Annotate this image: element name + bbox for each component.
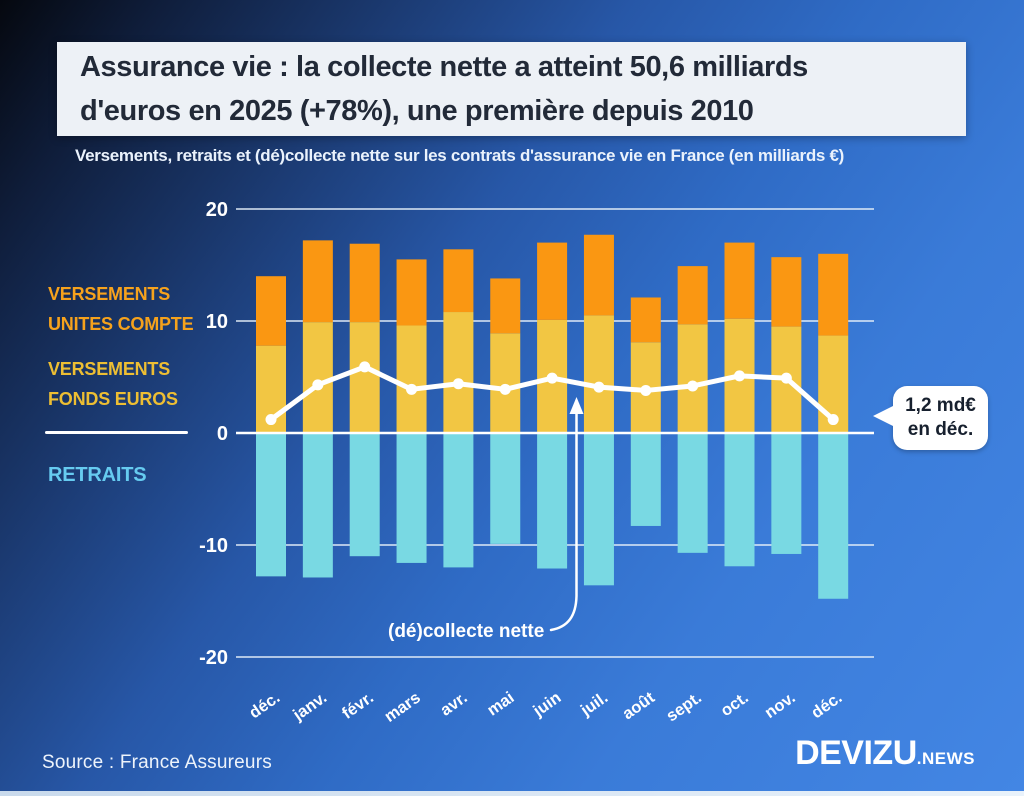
x-axis-label: mars [381,689,424,726]
x-axis-label: août [619,688,658,723]
nette-point [734,370,745,382]
bar-segment-fonds-euros [490,333,521,433]
nette-point [640,384,652,396]
nette-annotation-curve [549,411,578,632]
x-axis-label: déc. [808,689,845,723]
x-axis-label: déc. [246,689,283,723]
brand-suffix: .NEWS [916,749,975,768]
bar-segment-retraits [349,434,380,557]
nette-point [827,414,839,426]
x-axis-label: avr. [437,689,471,720]
bar-segment-retraits [537,434,568,569]
brand-name: DEVIZU [795,734,917,772]
nette-annotation-arrowhead [569,397,584,414]
bar-segment-fonds-euros [302,322,333,433]
nette-point [687,380,699,392]
callout-tail [873,405,895,427]
bar-segment-retraits [302,434,333,578]
bar-segment-unites-compte [443,249,474,313]
bar-segment-unites-compte [771,257,802,327]
legend-divider [45,431,188,434]
bar-segment-fonds-euros [349,322,380,433]
bar-segment-unites-compte [677,266,708,325]
y-tick-label: 10 [206,311,228,333]
nette-point [265,414,277,426]
y-tick-label: -20 [199,647,228,669]
callout-value: 1,2 md€ [905,395,976,416]
bar-segment-unites-compte [396,259,427,326]
x-axis-label: juil. [577,689,611,721]
bar-segment-retraits [256,434,286,577]
bar-segment-retraits [396,434,427,563]
x-axis-label: janv. [289,689,330,725]
bar-segment-retraits [724,434,755,567]
bar-segment-retraits [818,434,849,599]
callout-bubble: 1,2 md€ en déc. [873,386,988,450]
bar-segment-retraits [630,434,661,526]
nette-point [780,372,792,384]
bar-segment-unites-compte [302,240,333,323]
legend-label-line: RETRAITS [48,464,147,486]
x-axis-label: févr. [339,689,377,723]
headline-line1: Assurance vie : la collecte nette a atte… [80,51,808,83]
bar-segment-unites-compte [818,253,849,336]
brand-logo: DEVIZU .NEWS [795,734,975,773]
bar-segment-unites-compte [724,242,755,319]
nette-point [546,372,558,384]
chart-subtitle: Versements, retraits et (dé)collecte net… [75,146,844,165]
x-axis-label: mai [484,689,518,720]
legend-versements-fonds-euros: VERSEMENTS FONDS EUROS [48,354,178,414]
bar-segment-unites-compte [256,276,286,346]
source-credit: Source : France Assureurs [42,752,272,773]
nette-point [312,379,324,391]
nette-point [452,378,464,390]
x-axis-label: sept. [663,689,705,726]
x-axis-label: nov. [762,689,799,723]
nette-point [593,381,605,393]
y-tick-label: -10 [199,535,228,557]
legend-versements-unites-compte: VERSEMENTS UNITES COMPTE [48,279,194,339]
bar-segment-retraits [583,434,614,586]
legend-label-line: VERSEMENTS [48,284,171,304]
bar-segment-fonds-euros [443,312,474,433]
nette-annotation-label: (dé)collecte nette [388,621,544,642]
nette-point [359,361,371,373]
legend-label-line: UNITES COMPTE [48,314,194,334]
headline-banner: Assurance vie : la collecte nette a atte… [57,42,966,136]
legend-label-line: VERSEMENTS [48,359,171,379]
bar-segment-fonds-euros [396,325,427,433]
nette-point [406,383,418,395]
y-tick-label: 20 [206,199,228,221]
legend-retraits: RETRAITS [48,460,147,490]
legend-label-line: FONDS EUROS [48,389,178,409]
bar-segment-fonds-euros [677,324,708,433]
bar-segment-unites-compte [537,242,568,320]
bar-segment-retraits [677,434,708,553]
bar-segment-unites-compte [490,278,521,334]
bottom-edge-strip [0,791,1024,796]
bar-segment-fonds-euros [583,315,614,433]
nette-point [499,383,511,395]
bar-segment-retraits [771,434,802,554]
bar-segment-unites-compte [583,234,614,316]
bar-segment-retraits [490,434,521,544]
x-axis-label: juin [529,689,564,721]
bar-segment-retraits [443,434,474,568]
headline-line2: d'euros en 2025 (+78%), une première dep… [80,95,754,127]
y-tick-label: 0 [217,423,228,445]
bar-segment-unites-compte [349,243,380,323]
callout-period: en déc. [907,419,974,440]
bar-segment-unites-compte [630,297,661,343]
x-axis-label: oct. [717,689,751,721]
